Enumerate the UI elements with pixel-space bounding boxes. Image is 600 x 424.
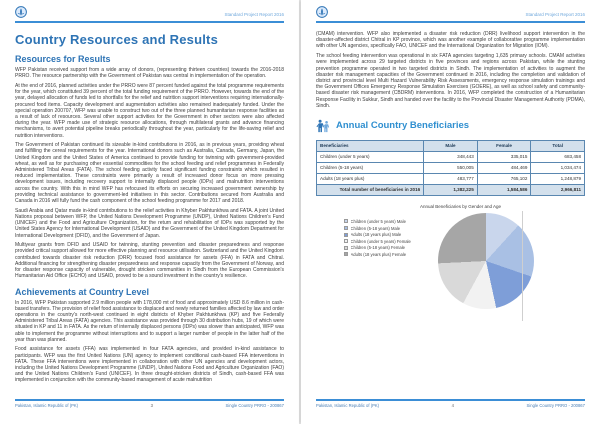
report-page-right: Standard Project Report 2016 (CMAM) inte… — [301, 0, 600, 424]
paragraph: Saudi Arabia and Qatar made in-kind cont… — [15, 207, 284, 239]
total-female: 1,584,586 — [476, 183, 532, 196]
section-heading-resources: Resources for Results — [15, 54, 111, 64]
legend-swatch — [344, 219, 348, 224]
legend-swatch — [344, 252, 348, 257]
footer-project-code: Single Country PRRO - 200867 — [225, 403, 284, 408]
beneficiaries-pie-chart-area: Annual Beneficiaries by Gender and Age C… — [316, 203, 585, 321]
cell-male: 348,443 — [423, 150, 478, 163]
row-label: Children (5-18 years) — [315, 161, 425, 174]
cell-total: 683,458 — [530, 150, 585, 163]
beneficiaries-people-icon — [316, 119, 330, 133]
footer-rule — [316, 399, 585, 401]
paragraph: The school feeding intervention was oper… — [316, 53, 585, 109]
table-row: Children (under 5 years) 348,443 335,015… — [315, 150, 585, 163]
cell-female: 335,015 — [476, 150, 532, 163]
cell-total: 1,248,879 — [530, 172, 585, 185]
wfp-logo-icon — [316, 6, 328, 18]
legend-label: Children (under 5 years) Male — [350, 218, 406, 224]
legend-item: Adults (18 years plus) Female — [344, 252, 430, 257]
legend-item: Children (under 5 years) Male — [344, 219, 430, 224]
plot-area-border — [522, 210, 523, 321]
paragraph: In 2016, WFP Pakistan supported 2.9 mill… — [15, 299, 284, 343]
footer-rule — [15, 399, 284, 401]
legend-label: Children (5-18 years) Female — [350, 245, 405, 251]
beneficiaries-section-header: Annual Country Beneficiaries — [316, 119, 585, 133]
legend-item: Children (5-18 years) Female — [344, 245, 430, 250]
total-total: 2,966,811 — [530, 183, 585, 196]
paragraph: At the end of 2016, planned activities u… — [15, 82, 284, 139]
chart-title: Annual Beneficiaries by Gender and Age — [419, 203, 502, 209]
legend-item: Adults (18 years plus) Male — [344, 232, 430, 237]
page-footer: Pakistan, Islamic Republic of (PK) 3 Sin… — [15, 399, 284, 408]
cell-male: 550,005 — [423, 161, 478, 174]
paragraph: The Government of Pakistan continued its… — [15, 142, 284, 205]
col-total: Total — [530, 139, 585, 152]
table-header-row: Beneficiaries Male Female Total — [315, 139, 585, 152]
report-title-header: Standard Project Report 2016 — [224, 12, 284, 17]
paragraph: WFP Pakistan received support from a wid… — [15, 67, 284, 80]
footer-page-number: 3 — [150, 403, 153, 408]
legend-label: Children (under 5 years) Female — [350, 238, 411, 244]
paragraph: (CMAM) intervention. WFP also implemente… — [316, 31, 585, 50]
legend-swatch — [344, 245, 348, 250]
section-heading-achievements: Achievements at Country Level — [15, 286, 150, 297]
page-footer: Pakistan, Islamic Republic of (PK) 4 Sin… — [316, 399, 585, 408]
footer-page-number: 4 — [451, 403, 454, 408]
header-rule — [316, 21, 585, 23]
table-row: Children (5-18 years) 550,005 484,469 1,… — [315, 161, 585, 174]
wfp-logo-icon — [15, 6, 27, 18]
table-row: Adults (18 years plus) 483,777 765,102 1… — [315, 172, 585, 185]
cell-male: 483,777 — [423, 172, 478, 185]
total-label: Total number of beneficiaries in 2016 — [315, 183, 425, 196]
cell-total: 1,034,474 — [530, 161, 585, 174]
row-label: Adults (18 years plus) — [315, 172, 425, 185]
legend-swatch — [344, 232, 348, 237]
page-title: Country Resources and Results — [15, 32, 219, 47]
legend-swatch — [344, 226, 348, 231]
legend-swatch — [344, 239, 348, 244]
cell-female: 765,102 — [476, 172, 532, 185]
legend-label: Children (5-18 years) Male — [350, 225, 401, 231]
legend-label: Adults (18 years plus) Female — [350, 251, 407, 257]
legend-item: Children (5-18 years) Male — [344, 226, 430, 231]
footer-country: Pakistan, Islamic Republic of (PK) — [15, 403, 79, 408]
footer-project-code: Single Country PRRO - 200867 — [526, 403, 585, 408]
beneficiaries-table: Beneficiaries Male Female Total Children… — [315, 139, 585, 196]
footer-country: Pakistan, Islamic Republic of (PK) — [316, 403, 380, 408]
pie-chart — [438, 212, 534, 309]
cell-female: 484,469 — [476, 161, 532, 174]
row-label: Children (under 5 years) — [315, 150, 425, 163]
table-total-row: Total number of beneficiaries in 2016 1,… — [315, 183, 585, 196]
paragraph: Food assistance for assets (FFA) was imp… — [15, 346, 284, 384]
page-header: Standard Project Report 2016 — [15, 0, 284, 18]
report-title-header: Standard Project Report 2016 — [525, 12, 585, 17]
legend-label: Adults (18 years plus) Male — [350, 232, 402, 238]
total-male: 1,382,225 — [423, 183, 478, 196]
paragraph: Multiyear grants from DFID and USAID for… — [15, 242, 284, 280]
beneficiaries-heading: Annual Country Beneficiaries — [336, 120, 470, 132]
legend-item: Children (under 5 years) Female — [344, 239, 430, 244]
col-female: Female — [476, 139, 532, 152]
page-header: Standard Project Report 2016 — [316, 0, 585, 18]
col-beneficiaries: Beneficiaries — [315, 139, 425, 152]
chart-legend: Children (under 5 years) Male Children (5… — [344, 219, 430, 259]
col-male: Male — [423, 139, 478, 152]
report-page-left: Standard Project Report 2016 Country Res… — [0, 0, 299, 424]
header-rule — [15, 21, 284, 23]
